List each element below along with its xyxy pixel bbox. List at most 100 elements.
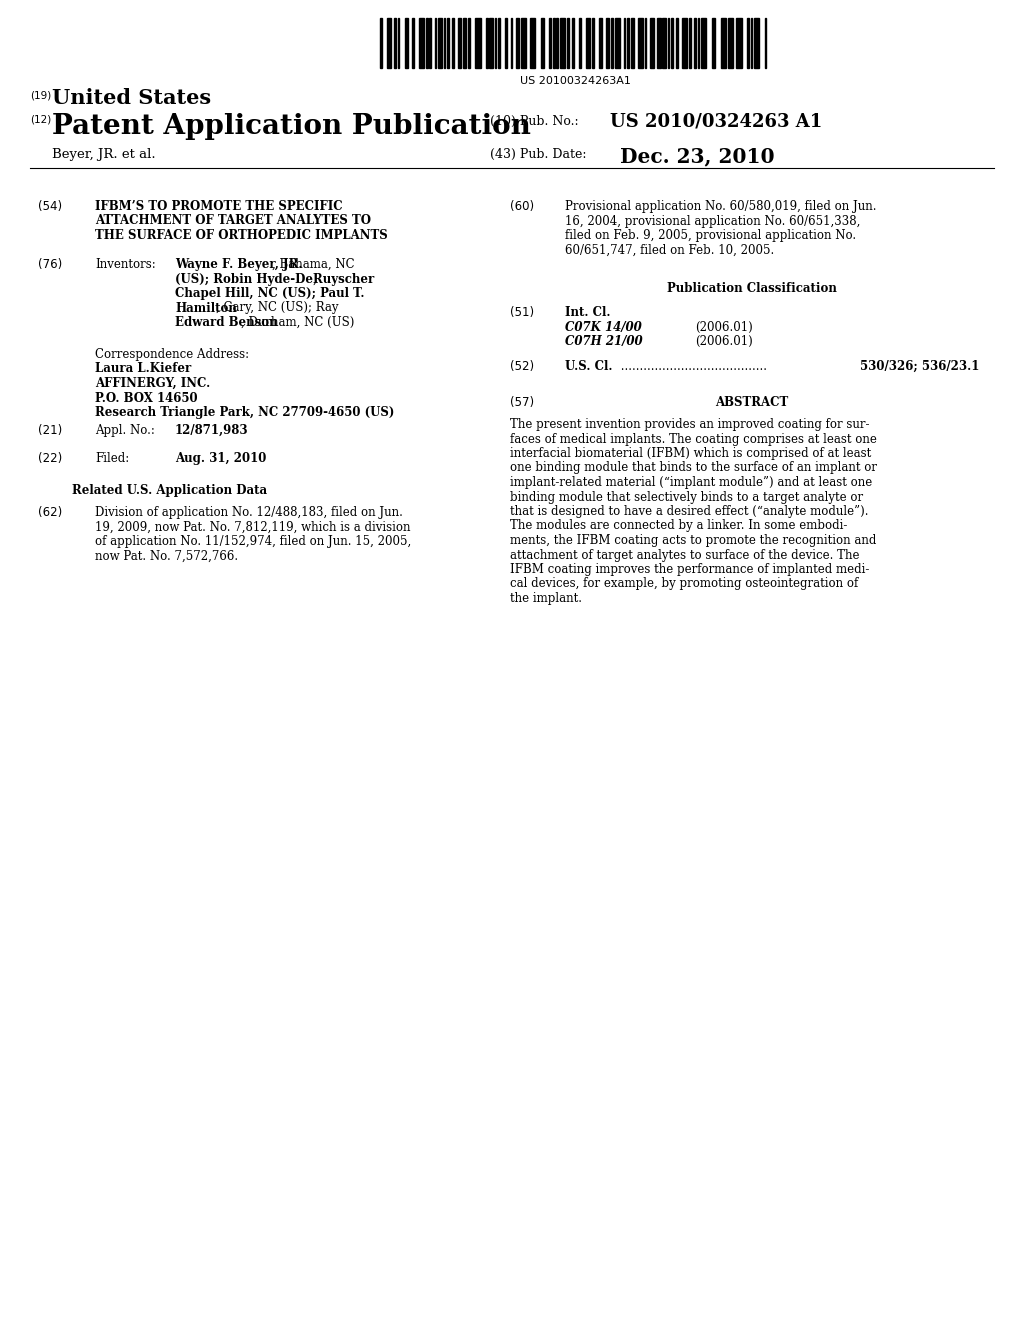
Bar	[697, 18, 699, 69]
Bar	[435, 18, 436, 69]
Bar	[663, 18, 666, 69]
Text: (43) Pub. Date:: (43) Pub. Date:	[490, 148, 587, 161]
Text: Wayne F. Beyer, JR.: Wayne F. Beyer, JR.	[175, 257, 302, 271]
Text: now Pat. No. 7,572,766.: now Pat. No. 7,572,766.	[95, 549, 239, 562]
Bar	[751, 18, 753, 69]
Bar	[701, 18, 707, 69]
Text: AFFINERGY, INC.: AFFINERGY, INC.	[95, 378, 210, 389]
Text: The present invention provides an improved coating for sur-: The present invention provides an improv…	[510, 418, 869, 432]
Bar	[736, 18, 741, 69]
Text: Research Triangle Park, NC 27709-4650 (US): Research Triangle Park, NC 27709-4650 (U…	[95, 407, 394, 418]
Bar	[645, 18, 646, 69]
Text: attachment of target analytes to surface of the device. The: attachment of target analytes to surface…	[510, 549, 859, 561]
Text: , Cary, NC (US); Ray: , Cary, NC (US); Ray	[216, 301, 338, 314]
Text: Division of application No. 12/488,183, filed on Jun.: Division of application No. 12/488,183, …	[95, 506, 402, 519]
Bar	[572, 18, 574, 69]
Bar	[627, 18, 629, 69]
Bar	[429, 18, 431, 69]
Text: THE SURFACE OF ORTHOPEDIC IMPLANTS: THE SURFACE OF ORTHOPEDIC IMPLANTS	[95, 228, 388, 242]
Text: the implant.: the implant.	[510, 591, 582, 605]
Bar	[541, 18, 544, 69]
Bar	[765, 18, 767, 69]
Bar	[592, 18, 594, 69]
Bar	[553, 18, 555, 69]
Bar	[412, 18, 414, 69]
Bar	[516, 18, 519, 69]
Text: (10) Pub. No.:: (10) Pub. No.:	[490, 115, 579, 128]
Bar	[468, 18, 470, 69]
Bar	[638, 18, 643, 69]
Bar	[394, 18, 396, 69]
Text: (62): (62)	[38, 506, 62, 519]
Text: Related U.S. Application Data: Related U.S. Application Data	[73, 484, 267, 498]
Bar	[567, 18, 568, 69]
Bar	[682, 18, 687, 69]
Text: (US); Robin Hyde-DeRuyscher: (US); Robin Hyde-DeRuyscher	[175, 272, 374, 285]
Text: (76): (76)	[38, 257, 62, 271]
Text: (19): (19)	[30, 90, 51, 100]
Bar	[458, 18, 461, 69]
Text: Aug. 31, 2010: Aug. 31, 2010	[175, 451, 266, 465]
Bar	[556, 18, 558, 69]
Bar	[657, 18, 660, 69]
Text: filed on Feb. 9, 2005, provisional application No.: filed on Feb. 9, 2005, provisional appli…	[565, 228, 856, 242]
Bar	[475, 18, 480, 69]
Bar	[404, 18, 409, 69]
Text: U.S. Cl.: U.S. Cl.	[565, 360, 612, 374]
Bar	[380, 18, 382, 69]
Text: Provisional application No. 60/580,019, filed on Jun.: Provisional application No. 60/580,019, …	[565, 201, 877, 213]
Bar	[438, 18, 441, 69]
Bar	[489, 18, 493, 69]
Bar	[580, 18, 582, 69]
Bar	[748, 18, 749, 69]
Text: (52): (52)	[510, 360, 535, 374]
Bar	[419, 18, 424, 69]
Text: (60): (60)	[510, 201, 535, 213]
Text: Edward Benson: Edward Benson	[175, 315, 278, 329]
Text: (54): (54)	[38, 201, 62, 213]
Bar	[694, 18, 696, 69]
Text: Publication Classification: Publication Classification	[667, 282, 837, 294]
Text: The modules are connected by a linker. In some embodi-: The modules are connected by a linker. I…	[510, 520, 848, 532]
Text: , Durham, NC (US): , Durham, NC (US)	[242, 315, 354, 329]
Text: of application No. 11/152,974, filed on Jun. 15, 2005,: of application No. 11/152,974, filed on …	[95, 535, 412, 548]
Text: .......................................: .......................................	[617, 360, 767, 374]
Bar	[453, 18, 454, 69]
Text: P.O. BOX 14650: P.O. BOX 14650	[95, 392, 198, 404]
Text: US 20100324263A1: US 20100324263A1	[519, 77, 631, 86]
Text: Inventors:: Inventors:	[95, 257, 156, 271]
Bar	[606, 18, 609, 69]
Bar	[530, 18, 536, 69]
Bar	[495, 18, 497, 69]
Text: , Bahama, NC: , Bahama, NC	[272, 257, 354, 271]
Bar	[728, 18, 733, 69]
Text: interfacial biomaterial (IFBM) which is comprised of at least: interfacial biomaterial (IFBM) which is …	[510, 447, 871, 459]
Bar	[397, 18, 399, 69]
Bar	[677, 18, 678, 69]
Text: 530/326; 536/23.1: 530/326; 536/23.1	[860, 360, 979, 374]
Text: 19, 2009, now Pat. No. 7,812,119, which is a division: 19, 2009, now Pat. No. 7,812,119, which …	[95, 520, 411, 533]
Bar	[426, 18, 428, 69]
Bar	[587, 18, 590, 69]
Bar	[712, 18, 716, 69]
Text: (57): (57)	[510, 396, 535, 409]
Bar	[560, 18, 565, 69]
Text: United States: United States	[52, 88, 211, 108]
Bar	[614, 18, 620, 69]
Bar	[599, 18, 602, 69]
Text: Int. Cl.: Int. Cl.	[565, 306, 610, 319]
Text: cal devices, for example, by promoting osteointegration of: cal devices, for example, by promoting o…	[510, 578, 858, 590]
Text: 12/871,983: 12/871,983	[175, 424, 249, 437]
Bar	[511, 18, 512, 69]
Text: (21): (21)	[38, 424, 62, 437]
Text: Dec. 23, 2010: Dec. 23, 2010	[620, 147, 774, 166]
Bar	[721, 18, 726, 69]
Bar	[447, 18, 449, 69]
Bar	[505, 18, 507, 69]
Text: C07K 14/00: C07K 14/00	[565, 321, 642, 334]
Text: Hamilton: Hamilton	[175, 301, 237, 314]
Text: ABSTRACT: ABSTRACT	[716, 396, 788, 409]
Text: ments, the IFBM coating acts to promote the recognition and: ments, the IFBM coating acts to promote …	[510, 535, 877, 546]
Text: implant-related material (“implant module”) and at least one: implant-related material (“implant modul…	[510, 477, 872, 488]
Bar	[499, 18, 500, 69]
